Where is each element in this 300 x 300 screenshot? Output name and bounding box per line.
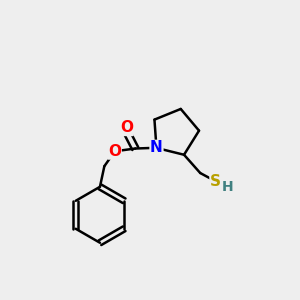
Text: O: O (120, 120, 133, 135)
Text: S: S (210, 174, 221, 189)
Text: O: O (108, 144, 121, 159)
Text: N: N (150, 140, 163, 155)
Text: H: H (222, 180, 234, 194)
